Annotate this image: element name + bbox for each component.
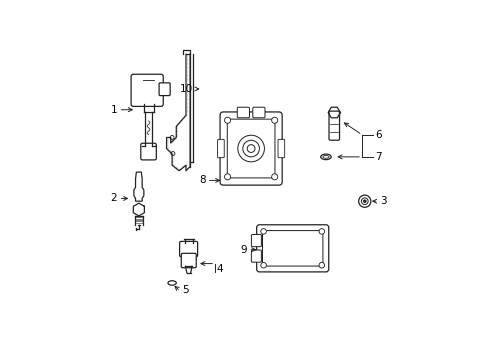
FancyBboxPatch shape	[180, 242, 197, 257]
Circle shape	[261, 262, 267, 268]
Text: 9: 9	[240, 245, 247, 255]
FancyBboxPatch shape	[159, 83, 170, 96]
Circle shape	[261, 229, 267, 234]
Circle shape	[359, 195, 371, 207]
Ellipse shape	[320, 154, 331, 159]
Circle shape	[362, 198, 368, 204]
Polygon shape	[133, 203, 145, 216]
Polygon shape	[328, 107, 341, 118]
FancyBboxPatch shape	[329, 111, 340, 140]
FancyBboxPatch shape	[131, 74, 163, 107]
FancyBboxPatch shape	[251, 250, 261, 262]
Text: 6: 6	[375, 130, 382, 140]
FancyBboxPatch shape	[257, 225, 329, 272]
FancyBboxPatch shape	[237, 107, 249, 118]
Ellipse shape	[168, 281, 176, 285]
FancyBboxPatch shape	[141, 143, 156, 160]
Polygon shape	[134, 172, 144, 201]
FancyBboxPatch shape	[220, 112, 282, 185]
Circle shape	[238, 135, 265, 162]
FancyBboxPatch shape	[263, 231, 323, 266]
Text: 10: 10	[180, 84, 193, 94]
Text: 1: 1	[111, 105, 117, 115]
FancyBboxPatch shape	[227, 119, 275, 178]
Circle shape	[364, 200, 366, 203]
Circle shape	[224, 174, 231, 180]
Text: 4: 4	[217, 264, 223, 274]
Text: 3: 3	[380, 196, 387, 206]
FancyBboxPatch shape	[181, 253, 196, 268]
Circle shape	[271, 174, 278, 180]
FancyBboxPatch shape	[278, 139, 285, 158]
Text: 2: 2	[111, 193, 117, 203]
FancyBboxPatch shape	[251, 234, 261, 247]
Circle shape	[170, 135, 174, 139]
Circle shape	[271, 117, 278, 123]
FancyBboxPatch shape	[253, 107, 265, 118]
FancyBboxPatch shape	[218, 139, 224, 158]
Circle shape	[243, 140, 259, 157]
Circle shape	[224, 117, 231, 123]
Text: 8: 8	[199, 175, 205, 185]
Circle shape	[171, 152, 175, 156]
Circle shape	[319, 229, 324, 234]
Ellipse shape	[323, 156, 329, 158]
Circle shape	[319, 262, 324, 268]
Circle shape	[247, 145, 255, 152]
Text: 7: 7	[375, 152, 382, 162]
Text: 5: 5	[183, 285, 189, 295]
